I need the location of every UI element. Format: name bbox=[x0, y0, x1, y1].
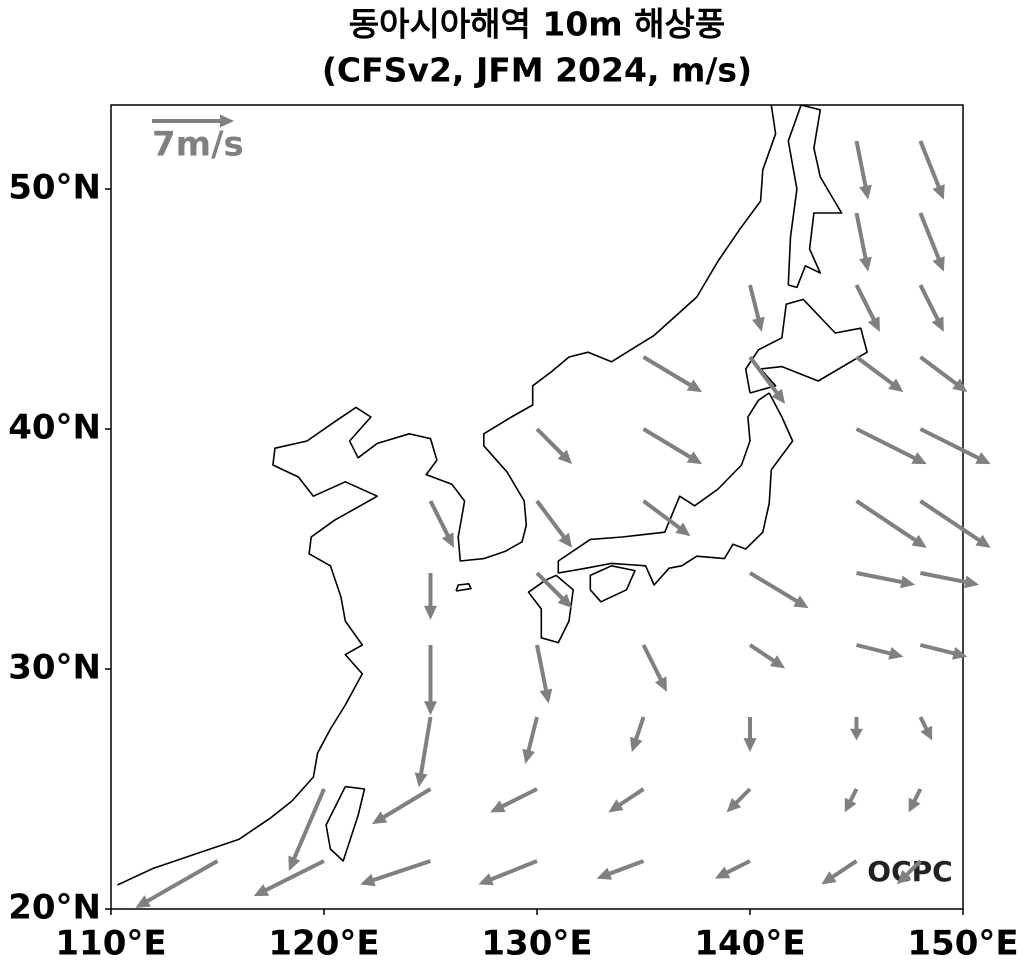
wind-vector bbox=[854, 284, 880, 332]
map-frame bbox=[110, 104, 964, 910]
wind-vector bbox=[919, 355, 968, 393]
wind-vector bbox=[535, 571, 573, 609]
coastline bbox=[744, 298, 868, 394]
wind-vector bbox=[856, 643, 904, 660]
y-tick-label: 50°N bbox=[8, 168, 101, 208]
wind-vector bbox=[918, 212, 945, 272]
wind-vector bbox=[918, 716, 933, 741]
coastline bbox=[325, 785, 366, 862]
x-tick-label: 120°E bbox=[268, 924, 379, 964]
wind-vector bbox=[748, 355, 786, 404]
coastline bbox=[527, 574, 574, 644]
wind-vector bbox=[630, 716, 646, 753]
wind-vector bbox=[135, 859, 219, 908]
wind-vector bbox=[535, 499, 573, 548]
wind-vector bbox=[360, 859, 432, 887]
wind-vector bbox=[424, 573, 437, 620]
wind-vector bbox=[919, 643, 968, 660]
wind-vector bbox=[855, 355, 904, 393]
x-tick-label: 130°E bbox=[481, 924, 592, 964]
x-tick-label: 140°E bbox=[694, 924, 805, 964]
wind-vector bbox=[748, 284, 765, 332]
wind-vector bbox=[854, 140, 872, 200]
x-tick-label: 110°E bbox=[55, 924, 166, 964]
wind-vector bbox=[918, 140, 945, 200]
wind-vector bbox=[726, 787, 752, 813]
wind-vector bbox=[535, 427, 573, 465]
coastline bbox=[455, 583, 472, 592]
wind-vector bbox=[714, 859, 751, 879]
wind-vector bbox=[854, 212, 872, 272]
wind-vector bbox=[478, 859, 538, 886]
wind-vector bbox=[748, 643, 786, 669]
wind-vector bbox=[897, 859, 922, 885]
wind-vector bbox=[428, 500, 454, 548]
wind-vector bbox=[608, 787, 645, 813]
wind-vector bbox=[424, 645, 437, 716]
coastline bbox=[589, 565, 636, 603]
y-tick-label: 40°N bbox=[8, 408, 101, 448]
reference-label: 7m/s bbox=[152, 125, 244, 165]
wind-vector bbox=[642, 499, 691, 537]
wind-vector bbox=[749, 571, 809, 609]
wind-vector bbox=[920, 571, 979, 589]
wind-vector bbox=[821, 859, 858, 885]
wind-vector bbox=[535, 644, 553, 704]
wind-vector bbox=[288, 788, 326, 871]
coastlines bbox=[117, 104, 868, 886]
wind-vector bbox=[855, 427, 927, 465]
wind-vector bbox=[908, 788, 923, 813]
wind-vector bbox=[253, 859, 325, 897]
subtitle: (CFSv2, JFM 2024, m/s) bbox=[322, 51, 752, 90]
wind-vector bbox=[856, 571, 916, 589]
wind-vector bbox=[414, 716, 433, 788]
coastline bbox=[117, 104, 777, 886]
coastline bbox=[787, 104, 843, 289]
wind-vector bbox=[919, 427, 991, 465]
wind-vector bbox=[850, 717, 863, 741]
x-tick-label: 150°E bbox=[907, 924, 1018, 964]
wind-vector bbox=[743, 717, 757, 753]
wind-vector bbox=[490, 787, 538, 813]
title: 동아시아해역 10m 해상풍 bbox=[349, 5, 726, 44]
wind-vector bbox=[596, 859, 645, 880]
reference-arrow bbox=[152, 114, 234, 128]
wind-vector bbox=[918, 284, 944, 332]
wind-vector bbox=[522, 716, 539, 764]
wind-vector bbox=[371, 787, 432, 825]
wind-vector bbox=[919, 499, 991, 548]
y-tick-label: 30°N bbox=[8, 648, 101, 688]
coastline bbox=[557, 392, 794, 586]
wind-vector bbox=[844, 788, 859, 813]
wind-vector bbox=[642, 427, 703, 465]
wind-vector bbox=[641, 644, 667, 692]
wind-vector bbox=[855, 499, 927, 548]
y-tick-label: 20°N bbox=[8, 888, 101, 928]
wind-vector bbox=[642, 355, 703, 393]
